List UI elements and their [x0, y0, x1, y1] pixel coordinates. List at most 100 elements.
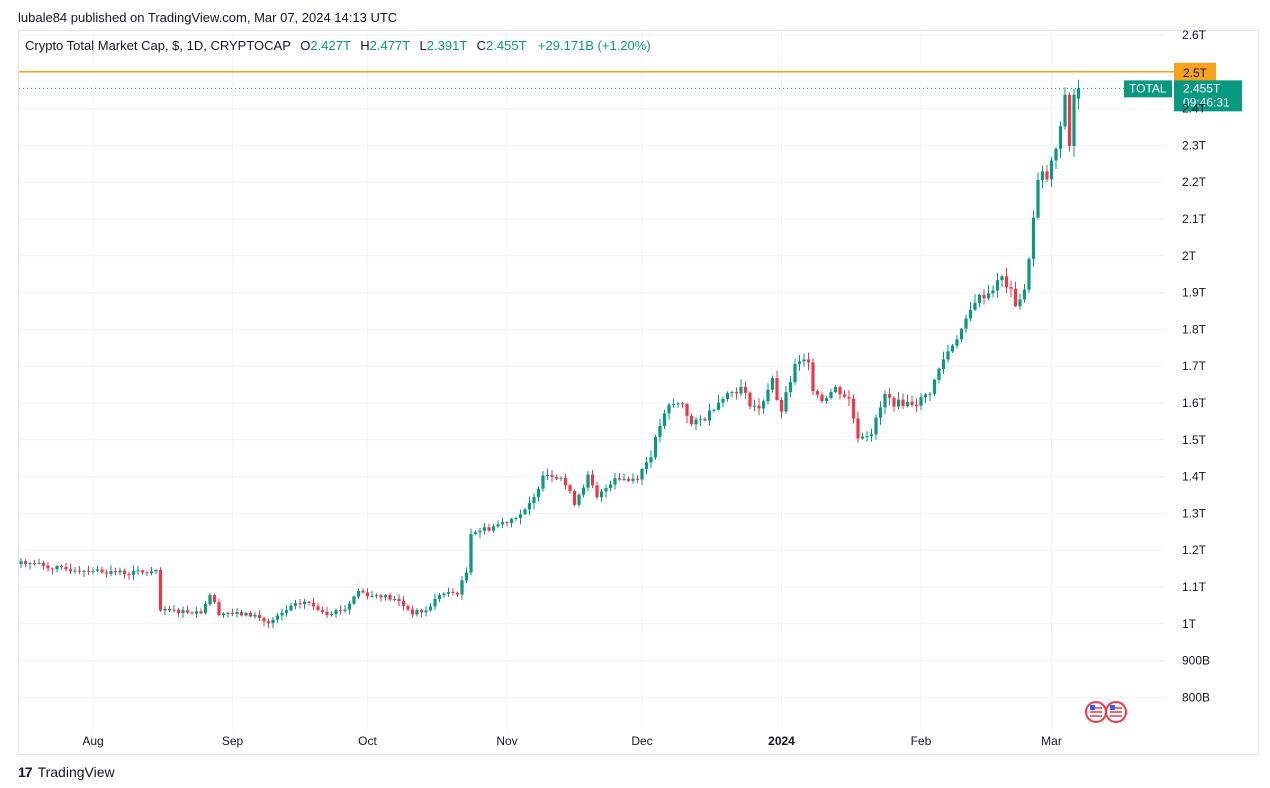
candle-body [716, 402, 721, 410]
candle-body [289, 605, 293, 611]
candle-body [194, 611, 199, 614]
candle-body [446, 591, 451, 594]
candle-body [221, 613, 226, 616]
candle-body [986, 293, 991, 299]
candle-body [68, 569, 73, 572]
candle-body [667, 404, 671, 414]
candle-body [829, 392, 833, 399]
candle-body [86, 570, 91, 572]
x-tick-label: Dec [631, 734, 652, 748]
event-flags [1085, 701, 1127, 723]
candle-body [847, 396, 851, 399]
candle-body [469, 534, 473, 573]
candle-body [586, 474, 590, 488]
candle-body [694, 419, 698, 425]
candle-body [1045, 171, 1049, 180]
candle-body [334, 610, 338, 614]
candle-body [811, 362, 815, 392]
candle-body [1031, 217, 1036, 259]
candle-body [235, 612, 239, 614]
candle-body [595, 485, 599, 498]
candle-body [739, 386, 743, 394]
candle-body [991, 290, 995, 294]
candle-body [554, 476, 559, 479]
high-label: H [360, 38, 370, 53]
candle-body [833, 386, 838, 393]
candle-body [388, 595, 392, 600]
candle-body [104, 572, 109, 574]
candle-body [379, 595, 383, 598]
candle-body [820, 394, 824, 402]
candle-body [721, 399, 725, 403]
candle-body [649, 457, 653, 463]
candle-body [779, 400, 784, 412]
candle-body [500, 522, 505, 525]
candle-body [928, 393, 932, 395]
candle-body [185, 610, 190, 613]
candle-body [617, 478, 622, 480]
candle-body [995, 280, 1000, 291]
candle-body [401, 601, 406, 606]
candle-body [406, 605, 410, 610]
candle-body [532, 497, 536, 504]
candle-body [428, 606, 433, 611]
candle-body [77, 570, 82, 572]
candle-body [491, 526, 496, 531]
flag-canton [1090, 705, 1095, 710]
candle-body [653, 436, 658, 458]
candle-body [383, 595, 388, 598]
candle-body [644, 462, 649, 469]
candle-body [419, 610, 424, 613]
candle-body [46, 565, 50, 569]
candle-body [536, 488, 541, 498]
chart-frame[interactable] [18, 30, 1259, 755]
bar-countdown: 09:46:31 [1183, 95, 1230, 109]
candle-body [518, 514, 523, 518]
candle-body [1000, 276, 1004, 281]
candle-body [203, 604, 208, 614]
y-tick-label: 2.4T [1182, 102, 1207, 116]
candle-body [190, 612, 194, 614]
candle-body [59, 566, 64, 568]
candle-body [298, 603, 302, 605]
y-tick-label: 1.5T [1182, 433, 1207, 447]
candle-body [172, 609, 176, 611]
candle-body [257, 614, 262, 618]
price-axis: 2.6T 2.4T 2.3T 2.2T 2.1T 2T 1.9T 1.8T 1.7T 1.6T 1.… [1182, 28, 1210, 704]
candle-body [563, 477, 568, 486]
candle-body [680, 403, 685, 405]
candle-body [874, 417, 878, 435]
candle-body [955, 339, 959, 346]
candle-body [635, 478, 640, 480]
candle-body [770, 378, 775, 390]
low-label: L [419, 38, 427, 53]
candle-body [158, 569, 163, 611]
y-tick-label: 1.8T [1182, 322, 1207, 336]
candle-body [230, 612, 235, 614]
candle-body [914, 405, 919, 407]
y-tick-label: 1.3T [1182, 506, 1207, 520]
candle-body [100, 569, 104, 573]
candle-body [815, 391, 820, 395]
candle-body [32, 563, 37, 565]
candle-body [734, 392, 739, 394]
candle-body [860, 436, 865, 439]
candle-body [865, 436, 869, 438]
series-name-tag [1124, 80, 1172, 98]
candle-body [50, 568, 55, 570]
last-price-value: 2.455T [1183, 81, 1221, 95]
candle-body [55, 566, 59, 570]
candle-body [73, 570, 77, 572]
series-name-label: TOTAL [1129, 81, 1167, 95]
candle-body [248, 612, 253, 617]
candle-body [757, 405, 761, 409]
candle-body [239, 612, 244, 616]
x-tick-label: Mar [1041, 734, 1062, 748]
footer[interactable]: 17 TradingView [18, 764, 115, 780]
y-tick-label: 1.1T [1182, 580, 1207, 594]
y-tick-label: 800B [1182, 690, 1210, 704]
candle-body [460, 580, 464, 595]
candle-body [658, 425, 662, 437]
